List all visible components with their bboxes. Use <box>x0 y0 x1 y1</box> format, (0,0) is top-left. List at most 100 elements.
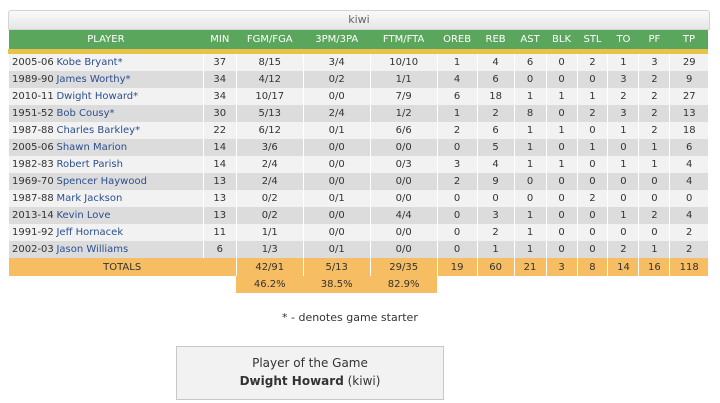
ftm-fta-cell: 0/0 <box>369 190 438 207</box>
oreb-cell: 1 <box>436 51 478 71</box>
totals-blk: 3 <box>545 258 577 276</box>
min-cell: 34 <box>202 71 237 88</box>
to-cell: 1 <box>607 51 639 71</box>
player-link[interactable]: Bob Cousy* <box>54 105 204 122</box>
stl-cell: 1 <box>576 88 608 105</box>
blk-cell: 0 <box>545 173 577 190</box>
min-cell: 13 <box>202 207 237 224</box>
col-header-min[interactable]: MIN <box>203 30 237 54</box>
team-name-bar: kiwi <box>8 10 710 30</box>
player-link[interactable]: Jeff Hornacek <box>54 224 204 241</box>
season-cell: 1982-83 <box>8 156 55 173</box>
ast-cell: 0 <box>513 71 547 88</box>
fgm-fga-cell: 8/15 <box>235 51 304 71</box>
blk-cell: 0 <box>545 190 577 207</box>
table-row: 2005-06 Kobe Bryant* 37 8/15 3/4 10/10 1 4 6 0 2 1 3… <box>8 51 708 71</box>
stl-cell: 2 <box>576 105 608 122</box>
stl-cell: 0 <box>576 241 608 258</box>
player-link[interactable]: Mark Jackson <box>54 190 204 207</box>
ast-cell: 1 <box>513 88 547 105</box>
oreb-cell: 2 <box>436 122 478 139</box>
player-link[interactable]: Spencer Haywood <box>54 173 204 190</box>
tp-cell: 4 <box>669 207 708 224</box>
player-link[interactable]: Charles Barkley* <box>54 122 204 139</box>
3pm-3pa-cell: 0/0 <box>302 173 371 190</box>
min-cell: 37 <box>202 51 237 71</box>
3pm-3pa-cell: 3/4 <box>302 51 371 71</box>
col-header-blk[interactable]: BLK <box>546 30 577 54</box>
oreb-cell: 0 <box>436 224 478 241</box>
to-cell: 1 <box>607 122 639 139</box>
ast-cell: 6 <box>513 51 547 71</box>
player-link[interactable]: Jason Williams <box>54 241 204 258</box>
pf-cell: 2 <box>638 122 670 139</box>
3pm-3pa-cell: 0/1 <box>302 241 371 258</box>
player-link[interactable]: James Worthy* <box>54 71 204 88</box>
col-header-reb[interactable]: REB <box>477 30 515 54</box>
ast-cell: 1 <box>513 207 547 224</box>
totals-stl: 8 <box>576 258 608 276</box>
reb-cell: 6 <box>476 71 515 88</box>
to-cell: 0 <box>607 173 639 190</box>
pf-cell: 2 <box>638 105 670 122</box>
col-header-player[interactable]: PLAYER <box>8 30 204 54</box>
tp-cell: 4 <box>669 173 708 190</box>
pf-cell: 2 <box>638 88 670 105</box>
season-cell: 2005-06 <box>8 51 55 71</box>
oreb-cell: 0 <box>436 190 478 207</box>
player-link[interactable]: Robert Parish <box>54 156 204 173</box>
col-header-to[interactable]: TO <box>607 30 639 54</box>
table-row: 1982-83 Robert Parish 14 2/4 0/0 0/3 3 4 1 1 0 1 1 4 <box>8 156 708 173</box>
fgm-fga-cell: 6/12 <box>235 122 304 139</box>
player-link[interactable]: Kobe Bryant* <box>54 51 204 71</box>
pf-cell: 0 <box>638 173 670 190</box>
player-link[interactable]: Kevin Love <box>54 207 204 224</box>
col-header-3pm-3pa[interactable]: 3PM/3PA <box>303 30 371 54</box>
percentages-row: 46.2% 38.5% 82.9% <box>9 276 709 293</box>
ftm-fta-cell: 0/0 <box>369 139 438 156</box>
col-header-pf[interactable]: PF <box>638 30 670 54</box>
col-header-ast[interactable]: AST <box>514 30 547 54</box>
ftm-fta-cell: 0/0 <box>369 241 438 258</box>
season-cell: 2010-11 <box>8 88 55 105</box>
tp-cell: 2 <box>669 224 708 241</box>
stl-cell: 0 <box>576 122 608 139</box>
3pm-3pa-cell: 0/0 <box>302 224 371 241</box>
3pm-3pa-cell: 0/0 <box>302 156 371 173</box>
pf-cell: 1 <box>638 156 670 173</box>
ast-cell: 0 <box>513 173 547 190</box>
3pm-3pa-cell: 0/1 <box>302 122 371 139</box>
col-header-tp[interactable]: TP <box>669 30 708 54</box>
season-cell: 2002-03 <box>8 241 55 258</box>
fgm-fga-cell: 0/2 <box>235 207 304 224</box>
3pm-3pa-cell: 0/2 <box>302 71 371 88</box>
to-cell: 3 <box>607 71 639 88</box>
stl-cell: 0 <box>576 173 608 190</box>
season-cell: 1989-90 <box>8 71 55 88</box>
col-header-fgm-fga[interactable]: FGM/FGA <box>236 30 304 54</box>
table-row: 2002-03 Jason Williams 6 1/3 0/1 0/0 0 1 1 0 0 2 1 2 <box>8 241 708 258</box>
col-header-oreb[interactable]: OREB <box>437 30 478 54</box>
blk-cell: 1 <box>545 122 577 139</box>
tp-cell: 13 <box>669 105 708 122</box>
potg-line: Dwight Howard (kiwi) <box>177 374 443 388</box>
to-cell: 0 <box>607 224 639 241</box>
col-header-stl[interactable]: STL <box>577 30 608 54</box>
to-cell: 1 <box>607 207 639 224</box>
to-cell: 2 <box>607 241 639 258</box>
potg-player-name[interactable]: Dwight Howard <box>239 374 344 388</box>
blk-cell: 1 <box>545 88 577 105</box>
stl-cell: 0 <box>576 224 608 241</box>
table-row: 1951-52 Bob Cousy* 30 5/13 2/4 1/2 1 2 8 0 2 3 2 13 <box>8 105 708 122</box>
min-cell: 14 <box>202 139 237 156</box>
ftm-fta-cell: 0/0 <box>369 224 438 241</box>
blk-cell: 0 <box>545 139 577 156</box>
pf-cell: 3 <box>638 51 670 71</box>
ft-percentage: 82.9% <box>370 276 438 293</box>
col-header-ftm-fta[interactable]: FTM/FTA <box>370 30 438 54</box>
player-link[interactable]: Dwight Howard* <box>54 88 204 105</box>
tp-cell: 29 <box>669 51 708 71</box>
blk-cell: 0 <box>545 241 577 258</box>
player-link[interactable]: Shawn Marion <box>54 139 204 156</box>
fgm-fga-cell: 10/17 <box>235 88 304 105</box>
